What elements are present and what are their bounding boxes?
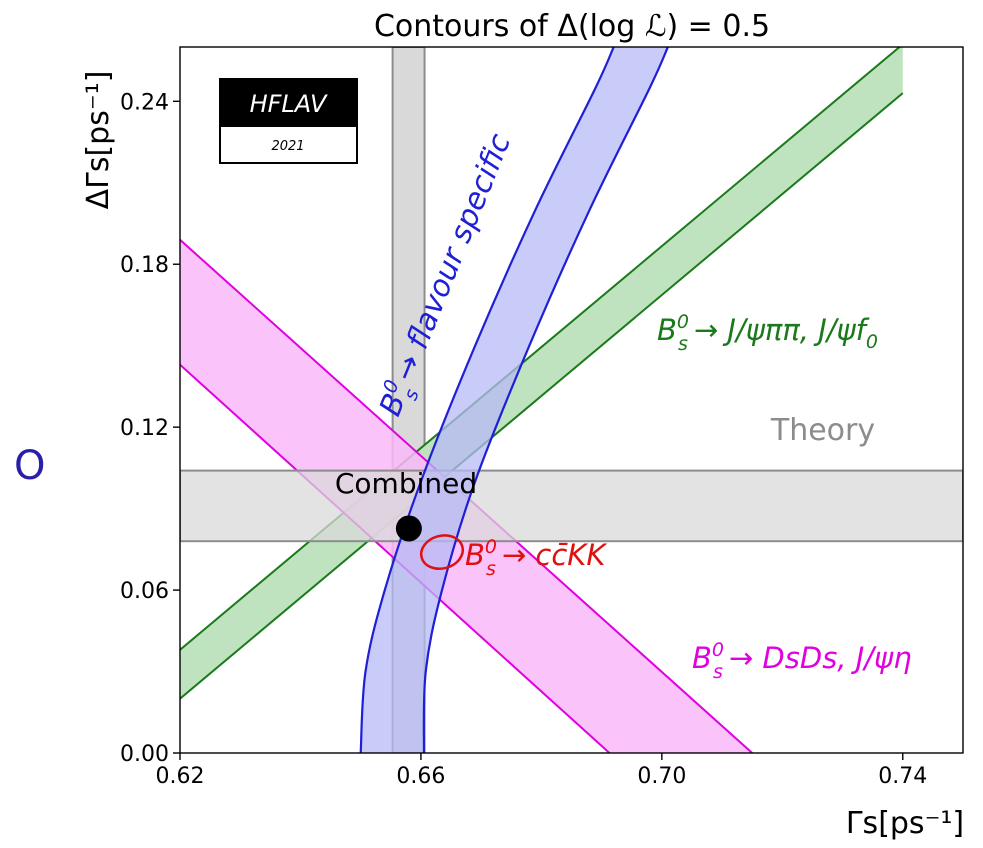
y-tick-label: 0.24 (120, 90, 169, 115)
cckk-sup: 0 (485, 536, 497, 558)
y-tick-label: 0.12 (120, 416, 169, 441)
jpsi-pipi-label: B0 s → J/ψππ, J/ψf0 (657, 311, 878, 355)
cckk-label: B0 s → cc̄KK (465, 536, 607, 580)
jpsi-f0-sub: 0 (866, 331, 878, 353)
flavour-specific-left-line (359, 47, 615, 753)
plot-frame (179, 46, 964, 754)
flavour-specific-band (360, 47, 668, 753)
jpsi-sup: 0 (677, 311, 689, 333)
chart-title: Contours of Δ(log ℒ) = 0.5 (374, 9, 770, 44)
theory-label: Theory (770, 413, 875, 448)
theory-horizontal-band (180, 469, 963, 543)
ds-rest: → DsDs, J/ψη (729, 641, 912, 675)
x-tick-label: 0.74 (878, 764, 927, 789)
x-tick-label: 0.66 (396, 764, 445, 789)
logo-year: 2021 (271, 139, 304, 154)
jpsi-b: B (657, 313, 677, 347)
hflav-logo: HFLAV 2021 (219, 78, 358, 164)
jpsi-pipi-upper-line (180, 47, 902, 651)
x-axis-label: Γs[ps⁻¹] (846, 806, 964, 841)
dsds-label: B0 s → DsDs, J/ψη (692, 639, 912, 683)
cckk-b: B (465, 538, 485, 572)
x-tick-label: 0.70 (637, 764, 686, 789)
logo-name: HFLAV (250, 90, 328, 118)
flavour-specific-right-line (422, 47, 669, 753)
y-tick-label: 0.00 (120, 742, 169, 767)
cckk-contour (419, 534, 465, 570)
x-axis-ticks: 0.62 0.66 0.70 0.74 (156, 753, 927, 789)
side-mark: O (14, 443, 46, 489)
y-axis-ticks: 0.00 0.06 0.12 0.18 0.24 (120, 90, 180, 767)
ds-sup: 0 (712, 639, 724, 661)
y-tick-label: 0.06 (120, 579, 169, 604)
jpsi-sub: s (678, 333, 688, 355)
combined-point (395, 515, 422, 542)
y-tick-label: 0.18 (120, 253, 169, 278)
x-tick-label: 0.62 (156, 764, 205, 789)
jpsi-pipi-lower-line (180, 92, 904, 700)
combined-label: Combined (335, 467, 477, 500)
cckk-rest: → cc̄KK (502, 538, 607, 572)
cckk-sub: s (486, 558, 496, 580)
jpsi-rest: → J/ψππ, J/ψf (694, 313, 870, 347)
ds-b: B (692, 641, 712, 675)
ds-sub: s (713, 661, 723, 683)
y-axis-label: ΔΓs[ps⁻¹] (81, 71, 116, 210)
